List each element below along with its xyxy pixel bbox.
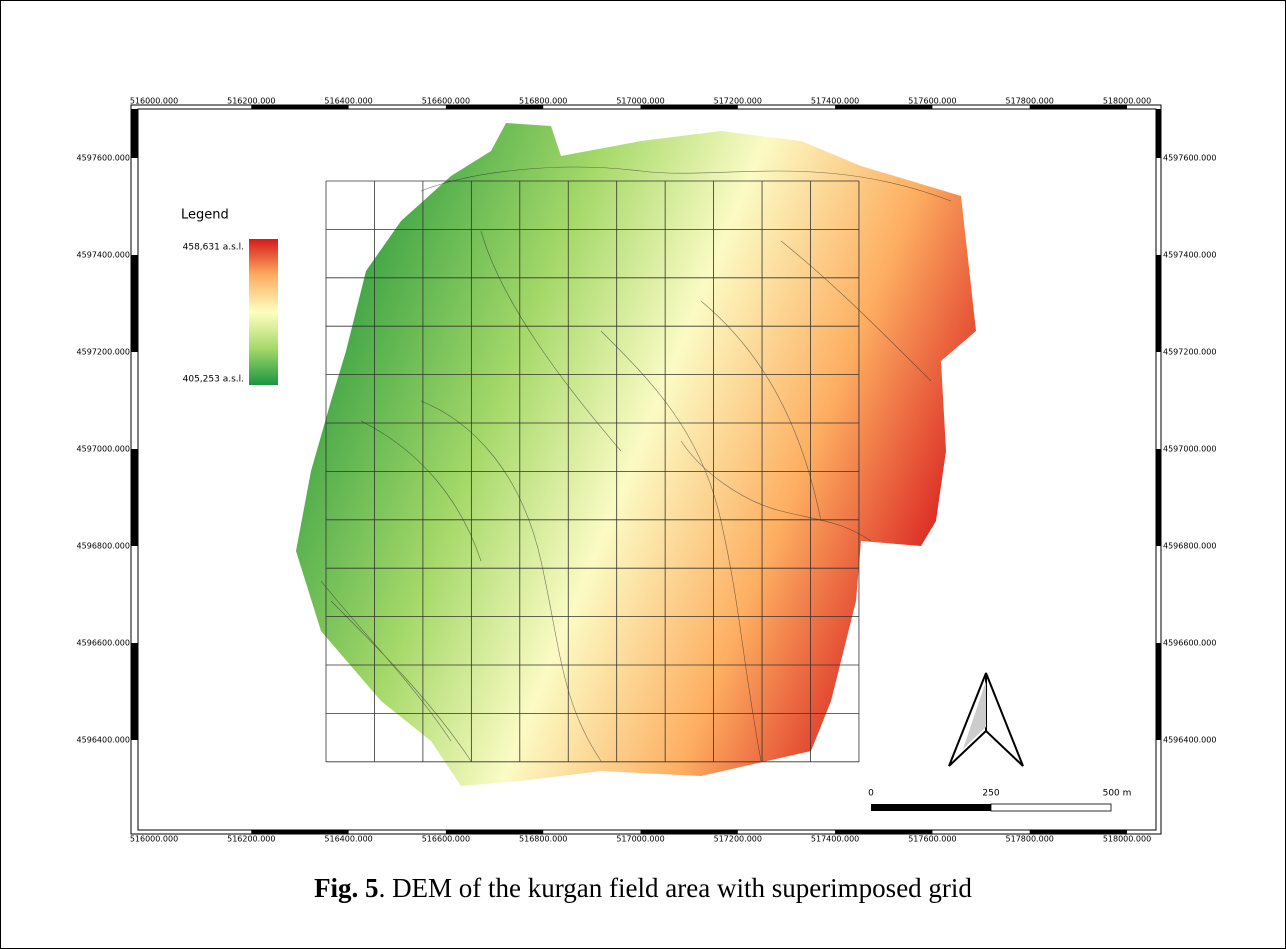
frame-bar xyxy=(251,105,349,109)
legend-title: Legend xyxy=(181,208,229,223)
x-coord-label: 516800.000 xyxy=(519,97,567,106)
frame-bar xyxy=(835,830,933,834)
y-coord-label: 4597000.000 xyxy=(77,445,130,454)
y-coord-label: 4597600.000 xyxy=(77,154,130,163)
dem-surface xyxy=(296,123,976,786)
north-arrow xyxy=(948,672,1024,767)
scale-label: 250 xyxy=(982,789,999,799)
frame-bar xyxy=(640,105,738,109)
y-coord-label: 4596600.000 xyxy=(1163,639,1216,648)
x-coord-label: 516600.000 xyxy=(422,97,470,106)
frame-bar xyxy=(1029,105,1127,109)
x-coord-label: 517200.000 xyxy=(714,97,762,106)
x-coord-label: 518000.000 xyxy=(1103,97,1151,106)
x-coord-label: 517200.000 xyxy=(714,835,762,844)
y-coord-label: 4596600.000 xyxy=(77,639,130,648)
scale-bar-black xyxy=(871,804,991,811)
frame-bar xyxy=(640,830,738,834)
x-coord-label: 517000.000 xyxy=(616,97,664,106)
y-coord-label: 4597400.000 xyxy=(77,251,130,260)
y-coord-label: 4597400.000 xyxy=(1163,251,1216,260)
x-coord-label: 517400.000 xyxy=(811,97,859,106)
caption-text: . DEM of the kurgan field area with supe… xyxy=(378,873,972,903)
x-coord-label: 517600.000 xyxy=(908,97,956,106)
frame-bars xyxy=(131,105,1161,834)
y-coord-label: 4597200.000 xyxy=(1163,348,1216,357)
y-coord-label: 4597200.000 xyxy=(77,348,130,357)
frame-bar xyxy=(1156,255,1161,352)
x-coord-label: 517600.000 xyxy=(908,835,956,844)
frame-bar xyxy=(131,109,138,158)
map: Legend 458,631 a.s.l. 405,253 a.s.l. 0 2… xyxy=(77,97,1217,844)
x-coord-label: 516200.000 xyxy=(227,835,275,844)
x-coord-label: 517000.000 xyxy=(616,835,664,844)
caption-label: Fig. 5 xyxy=(314,873,379,903)
x-coord-label: 516600.000 xyxy=(422,835,470,844)
x-coord-label: 517800.000 xyxy=(1006,835,1054,844)
caption: Fig. 5. DEM of the kurgan field area wit… xyxy=(1,873,1285,904)
x-coord-label: 517400.000 xyxy=(811,835,859,844)
scale-label: 500 m xyxy=(1103,789,1132,799)
frame-bar xyxy=(1156,449,1161,546)
x-coord-label: 516000.000 xyxy=(130,835,178,844)
frame-bar xyxy=(131,643,138,740)
y-coord-label: 4597000.000 xyxy=(1163,445,1216,454)
x-coord-label: 516400.000 xyxy=(324,97,372,106)
scale-label: 0 xyxy=(868,789,874,799)
x-coord-label: 516200.000 xyxy=(227,97,275,106)
frame-bar xyxy=(251,830,349,834)
frame-bar xyxy=(131,449,138,546)
y-coord-label: 4596800.000 xyxy=(77,542,130,551)
contours xyxy=(320,166,952,762)
frame-bar xyxy=(835,105,933,109)
frame-bar xyxy=(1156,109,1161,158)
x-coord-label: 516000.000 xyxy=(130,97,178,106)
frame-bar xyxy=(131,255,138,352)
x-coord-label: 518000.000 xyxy=(1103,835,1151,844)
y-coord-label: 4597600.000 xyxy=(1163,154,1216,163)
scale-bar-white xyxy=(990,803,1112,812)
frame-bar xyxy=(445,105,544,109)
x-coord-label: 516800.000 xyxy=(519,835,567,844)
y-coord-label: 4596400.000 xyxy=(1163,736,1216,745)
x-coord-label: 516400.000 xyxy=(324,835,372,844)
legend-max: 458,631 a.s.l. xyxy=(183,243,244,253)
frame-bar xyxy=(1156,643,1161,740)
grid xyxy=(325,180,860,763)
frame-bar xyxy=(1029,830,1127,834)
x-coord-label: 517800.000 xyxy=(1006,97,1054,106)
frame-bar xyxy=(445,830,544,834)
y-coord-label: 4596400.000 xyxy=(77,736,130,745)
legend-min: 405,253 a.s.l. xyxy=(183,375,244,385)
legend-ramp xyxy=(249,239,278,385)
y-coord-label: 4596800.000 xyxy=(1163,542,1216,551)
